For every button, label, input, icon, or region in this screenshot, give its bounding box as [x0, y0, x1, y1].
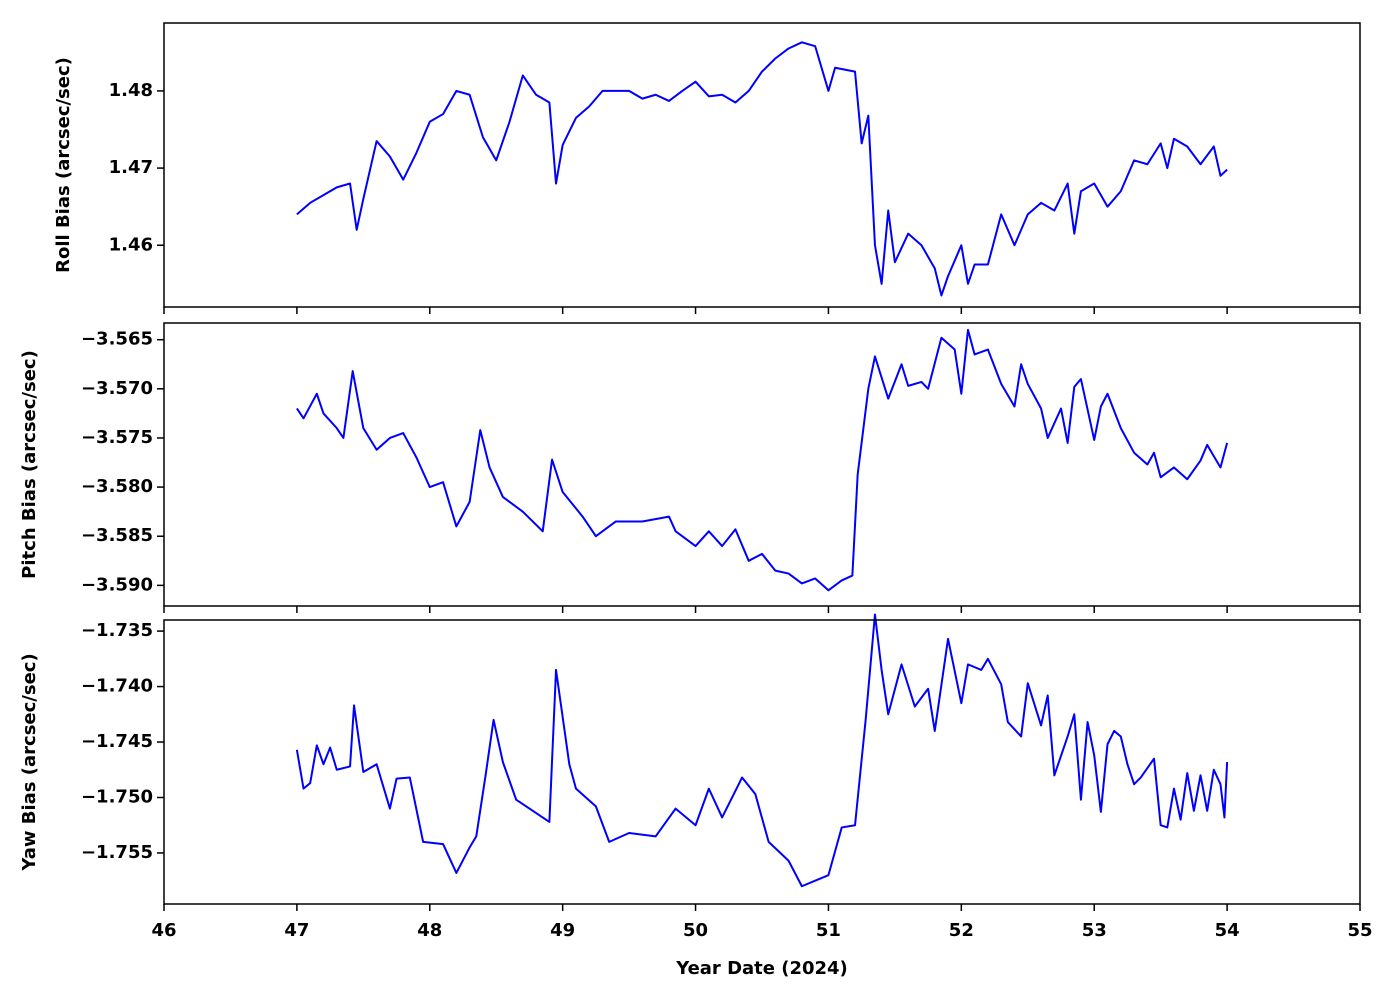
y-tick-label: −1.745: [81, 731, 153, 752]
y-tick-label: −1.755: [81, 842, 153, 863]
y-tick-label: −3.580: [81, 476, 153, 497]
x-tick-label: 50: [683, 920, 708, 941]
x-tick-label: 48: [417, 920, 442, 941]
y-tick-label: −3.590: [81, 574, 153, 595]
x-tick-label: 47: [284, 920, 309, 941]
x-tick-label: 49: [550, 920, 575, 941]
x-tick-label: 54: [1215, 920, 1240, 941]
plot-frame: [163, 22, 1361, 308]
y-tick-label: −1.750: [81, 787, 153, 808]
x-tick-label: 46: [151, 920, 176, 941]
data-line: [296, 41, 1228, 297]
y-tick-label: −3.575: [81, 427, 153, 448]
y-axis-label: Pitch Bias (arcsec/sec): [19, 350, 40, 579]
plot-frame: [163, 619, 1361, 905]
x-tick-label: 51: [816, 920, 841, 941]
x-tick-label: 55: [1347, 920, 1372, 941]
y-tick-label: 1.46: [109, 234, 153, 255]
y-tick-label: −1.740: [81, 676, 153, 697]
x-tick-label: 53: [1082, 920, 1107, 941]
x-axis-label: Year Date (2024): [675, 958, 848, 979]
y-axis-label: Yaw Bias (arcsec/sec): [19, 653, 40, 871]
plot-frame: [163, 322, 1361, 607]
data-line: [295, 613, 1229, 888]
y-tick-label: −3.565: [81, 329, 153, 350]
y-tick-label: −1.735: [81, 620, 153, 641]
y-tick-label: −3.585: [81, 525, 153, 546]
y-tick-label: 1.48: [109, 80, 153, 101]
y-axis-label: Roll Bias (arcsec/sec): [53, 57, 74, 273]
data-line: [296, 328, 1229, 592]
x-tick-label: 52: [949, 920, 974, 941]
y-tick-label: 1.47: [109, 157, 153, 178]
y-tick-label: −3.570: [81, 378, 153, 399]
